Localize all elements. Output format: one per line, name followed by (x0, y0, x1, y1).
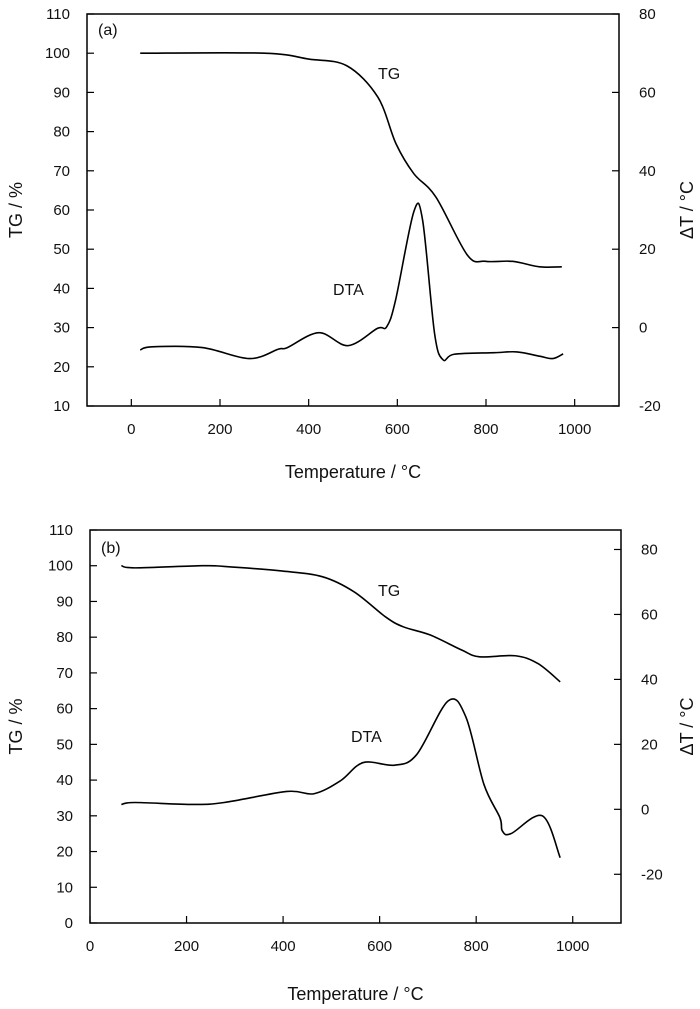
x-tick-label: 400 (271, 938, 296, 955)
x-tick-label: 200 (174, 938, 199, 955)
series-line-tg (140, 51, 562, 269)
x-tick-label: 0 (127, 421, 135, 438)
y-tick-label: 110 (49, 522, 73, 539)
x-tick-label: 600 (367, 938, 392, 955)
y-tick-label: 10 (53, 398, 70, 415)
y2-tick-label: 40 (641, 671, 658, 688)
y2-axis-label: ΔT / °C (677, 698, 697, 756)
x-axis-label: Temperature / °C (287, 984, 423, 1004)
x-axis-label: Temperature / °C (285, 462, 421, 482)
plot-frame (86, 13, 620, 407)
y2-tick-label: 20 (641, 736, 658, 753)
y-tick-label: 70 (56, 665, 73, 682)
panel-label: (b) (101, 540, 121, 557)
y2-tick-label: 60 (641, 606, 658, 623)
y-tick-label: 60 (53, 202, 70, 219)
x-tick-label: 800 (473, 421, 498, 438)
series-line-dta (121, 698, 561, 859)
y-axis-label: TG / % (6, 698, 26, 754)
y-tick-label: 70 (53, 163, 70, 180)
y2-tick-label: -20 (641, 866, 663, 883)
y-tick-label: 20 (53, 359, 70, 376)
y-tick-label: 100 (48, 558, 73, 575)
series-label-tg: TG (378, 583, 400, 600)
y2-tick-label: 0 (641, 801, 649, 818)
series-label-tg: TG (378, 66, 400, 83)
y2-tick-label: 80 (639, 6, 656, 23)
y2-axis-label: ΔT / °C (677, 181, 697, 239)
y-tick-label: 110 (46, 6, 70, 23)
panel-label: (a) (98, 22, 118, 39)
y-axis-label: TG / % (6, 182, 26, 238)
y-tick-label: 20 (56, 844, 73, 861)
y-tick-label: 90 (53, 84, 70, 101)
y-tick-label: 10 (56, 879, 73, 896)
series-label-dta: DTA (351, 729, 382, 746)
x-tick-label: 600 (385, 421, 410, 438)
y-tick-label: 40 (53, 280, 70, 297)
y-tick-label: 30 (53, 320, 70, 337)
panel-b: 0 200 400 600 800 100001020304050607080901001… (6, 522, 697, 1004)
x-tick-label: 800 (464, 938, 489, 955)
y2-tick-label: -20 (639, 398, 661, 415)
y2-tick-label: 0 (639, 320, 647, 337)
y-tick-label: 50 (56, 736, 73, 753)
panel-a: 0 200 400 600 800 100010203040506070809010011… (6, 6, 697, 482)
y2-tick-label: 40 (639, 163, 656, 180)
y-tick-label: 80 (56, 629, 73, 646)
x-tick-label: 0 (86, 938, 94, 955)
y-tick-label: 80 (53, 124, 70, 141)
y-tick-label: 100 (45, 45, 70, 62)
y-tick-label: 90 (56, 593, 73, 610)
series-label-dta: DTA (333, 282, 364, 299)
y-tick-label: 60 (56, 701, 73, 718)
x-tick-label: 400 (296, 421, 321, 438)
x-tick-label: 1000 (558, 421, 591, 438)
y-tick-label: 0 (65, 915, 73, 932)
y-tick-label: 40 (56, 772, 73, 789)
x-tick-label: 200 (207, 421, 232, 438)
y-tick-label: 50 (53, 241, 70, 258)
x-tick-label: 1000 (556, 938, 589, 955)
y-tick-label: 30 (56, 808, 73, 825)
y2-tick-label: 80 (641, 541, 658, 558)
series-line-tg (121, 564, 561, 683)
plot-frame (89, 529, 622, 924)
series-line-dta (139, 202, 564, 362)
y2-tick-label: 20 (639, 241, 656, 258)
y2-tick-label: 60 (639, 84, 656, 101)
